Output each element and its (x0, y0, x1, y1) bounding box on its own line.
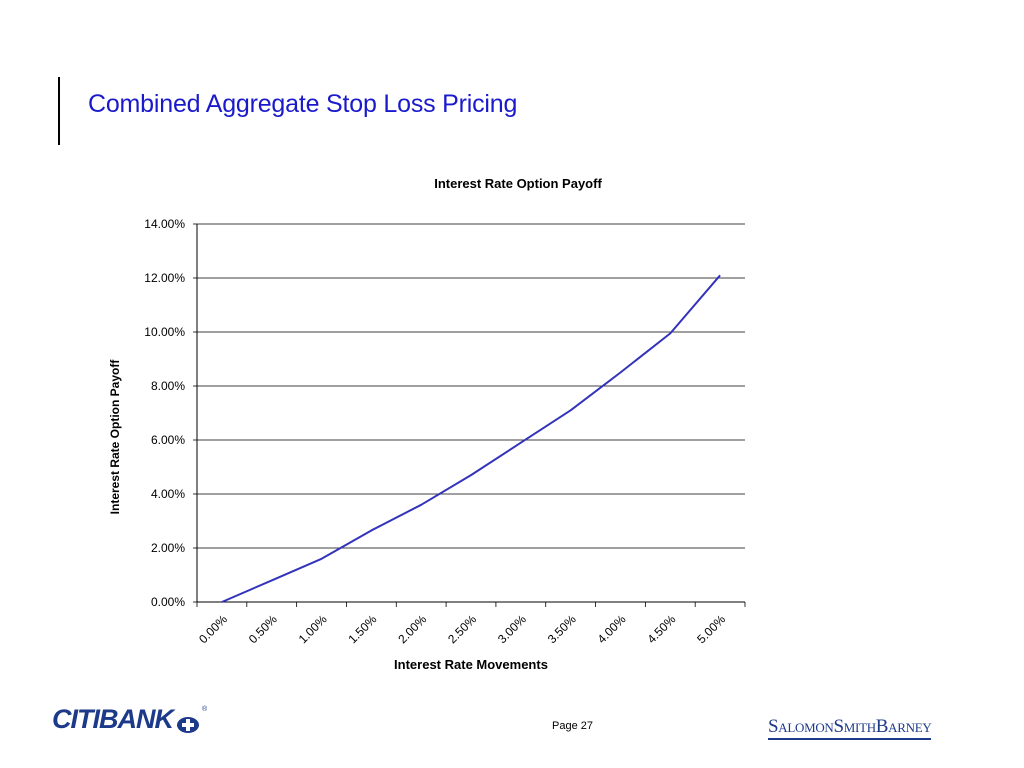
y-tick-label: 8.00% (151, 379, 185, 393)
x-tick-label: 2.00% (395, 612, 429, 646)
salomon-smith-barney-logo-text: SalomonSmithBarney (768, 716, 932, 737)
x-tick-label: 2.50% (445, 612, 479, 646)
page-number: Page 27 (552, 720, 593, 732)
y-tick-label: 4.00% (151, 487, 185, 501)
citibank-logo: CITIBANK ® (52, 704, 207, 735)
slide-title: Combined Aggregate Stop Loss Pricing (88, 90, 518, 118)
citibank-arc-icon (175, 710, 201, 733)
x-tick-label: 0.50% (246, 612, 280, 646)
x-tick-label: 1.00% (296, 612, 330, 646)
y-tick-label: 12.00% (144, 271, 185, 285)
x-tick-label: 5.00% (694, 612, 728, 646)
y-tick-label: 10.00% (144, 325, 185, 339)
logo-underline (768, 738, 932, 740)
y-tick-label: 2.00% (151, 541, 185, 555)
x-tick-label: 3.50% (545, 612, 579, 646)
y-axis-title: Interest Rate Option Payoff (108, 359, 122, 515)
x-tick-label: 4.50% (644, 612, 678, 646)
title-accent-bar (58, 77, 60, 145)
payoff-series-line (221, 274, 721, 603)
y-tick-label: 0.00% (151, 595, 185, 609)
x-tick-label: 0.00% (196, 612, 230, 646)
y-tick-label: 14.00% (144, 217, 185, 231)
citibank-logo-text: CITIBANK (52, 704, 174, 734)
registered-mark: ® (202, 706, 207, 713)
y-tick-label: 6.00% (151, 433, 185, 447)
chart-title: Interest Rate Option Payoff (434, 176, 602, 191)
x-tick-label: 3.00% (495, 612, 529, 646)
x-tick-label: 4.00% (595, 612, 629, 646)
x-axis-title: Interest Rate Movements (394, 657, 548, 672)
salomon-smith-barney-logo: SalomonSmithBarney (768, 716, 932, 740)
x-tick-label: 1.50% (346, 612, 380, 646)
